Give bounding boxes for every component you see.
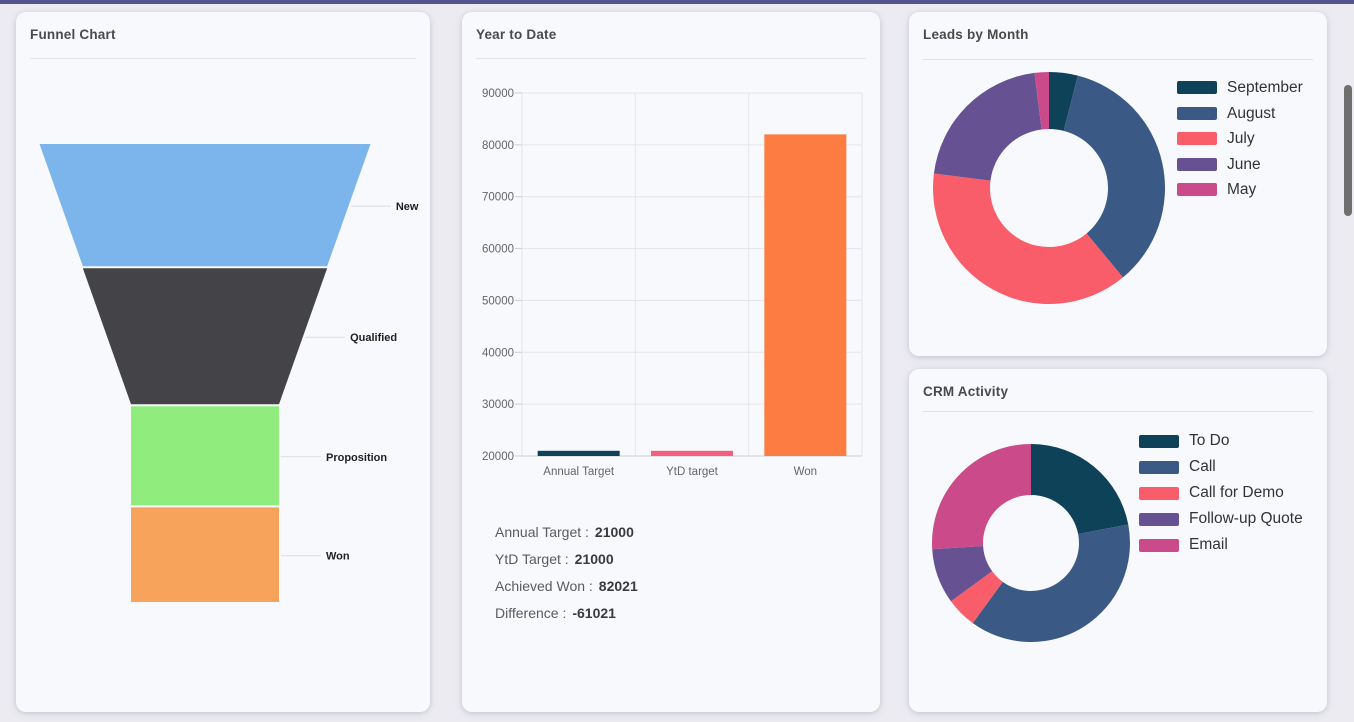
ytd-bar-chart: 20000 30000 40000 50000 60000 70000 80000 90000… [482, 88, 863, 478]
summary-row-difference: Difference : -61021 [495, 599, 638, 626]
legend-item-to-do[interactable]: To Do [1139, 428, 1303, 454]
legend-swatch [1139, 434, 1179, 448]
funnel-label-new: New [396, 201, 419, 213]
summary-value: 82021 [598, 577, 638, 594]
donut-slice-follow-up-quote[interactable] [932, 546, 993, 602]
legend-label: July [1227, 130, 1255, 147]
crm-activity-card: CRM Activity To Do Call Call for Demo Follo… [909, 369, 1327, 712]
y-axis-tick-label: 20000 [482, 451, 514, 463]
ytd-summary: Annual Target : 21000 YtD Target : 21000… [495, 518, 638, 626]
legend-item-august[interactable]: August [1177, 101, 1303, 127]
crm-legend: To Do Call Call for Demo Follow-up Quote Ema… [1139, 428, 1303, 558]
funnel-label-won: Won [326, 551, 350, 563]
funnel-segment-new[interactable] [39, 144, 371, 267]
legend-label: August [1227, 104, 1276, 122]
legend-item-call[interactable]: Call [1139, 454, 1303, 480]
legend-label: To Do [1189, 432, 1230, 450]
funnel-chart: New Qualified Proposition Won [39, 144, 419, 602]
y-axis-tick-label: 90000 [482, 88, 514, 100]
legend-item-june[interactable]: June [1177, 152, 1303, 178]
legend-swatch [1139, 486, 1179, 500]
funnel-label-proposition: Proposition [326, 452, 387, 464]
x-axis-label-ytd-target: YtD target [666, 466, 719, 478]
legend-label: Email [1189, 536, 1228, 554]
legend-item-email[interactable]: Email [1139, 532, 1303, 558]
bar-annual-target[interactable] [537, 450, 620, 456]
card-title-divider [923, 59, 1313, 60]
summary-row-ytd-target: YtD Target : 21000 [495, 545, 638, 572]
x-axis-label-won: Won [794, 466, 817, 478]
bar-ytd-target[interactable] [651, 450, 733, 456]
x-axis-label-annual-target: Annual Target [543, 466, 615, 478]
legend-swatch [1177, 106, 1217, 120]
y-axis-tick-label: 40000 [482, 347, 514, 359]
donut-slice-june[interactable] [933, 72, 1042, 181]
leads-by-month-card: Leads by Month September August July June Ma… [909, 12, 1327, 356]
card-title-funnel: Funnel Chart [30, 27, 116, 42]
donut-slice-august[interactable] [1063, 75, 1165, 278]
summary-row-achieved-won: Achieved Won : 82021 [495, 572, 638, 599]
donut-slice-call-for-demo[interactable] [950, 571, 1003, 624]
donut-slice-july[interactable] [933, 173, 1123, 304]
card-title-ytd: Year to Date [476, 27, 557, 42]
funnel-segment-qualified[interactable] [82, 268, 328, 405]
legend-swatch [1139, 460, 1179, 474]
card-title-crm: CRM Activity [923, 384, 1009, 399]
donut-slice-to-do[interactable] [1031, 444, 1129, 535]
legend-swatch [1177, 132, 1217, 146]
legend-item-may[interactable]: May [1177, 177, 1303, 203]
donut-slice-call[interactable] [972, 524, 1130, 642]
summary-value: 21000 [594, 523, 634, 540]
leads-legend: September August July June May [1177, 75, 1303, 203]
donut-slice-email[interactable] [932, 444, 1031, 550]
legend-item-september[interactable]: September [1177, 75, 1303, 101]
summary-label: Difference : [495, 604, 567, 621]
summary-value: -61021 [572, 604, 616, 621]
legend-item-july[interactable]: July [1177, 126, 1303, 152]
y-axis-tick-label: 50000 [482, 295, 514, 307]
year-to-date-card: Year to Date 20000 30000 40000 50000 60000 70… [462, 12, 880, 712]
funnel-label-qualified: Qualified [350, 332, 397, 344]
y-axis-tick-label: 30000 [482, 399, 514, 411]
donut-slice-may[interactable] [1034, 72, 1049, 130]
summary-label: Achieved Won : [495, 577, 593, 594]
top-accent-bar [0, 0, 1354, 4]
legend-item-call-for-demo[interactable]: Call for Demo [1139, 480, 1303, 506]
leads-donut-chart [933, 72, 1165, 304]
vertical-scrollbar-thumb[interactable] [1344, 85, 1352, 216]
y-axis-tick-label: 80000 [482, 140, 514, 152]
donut-slice-september[interactable] [1049, 72, 1078, 131]
crm-donut-chart [932, 444, 1130, 642]
card-title-divider [30, 58, 416, 59]
summary-value: 21000 [574, 550, 614, 567]
card-title-leads: Leads by Month [923, 27, 1029, 42]
funnel-chart-card: Funnel Chart New Qualified Proposition Won [16, 12, 430, 712]
card-title-divider [476, 58, 866, 59]
summary-label: Annual Target : [495, 523, 589, 540]
y-axis-tick-label: 70000 [482, 192, 514, 204]
legend-label: Call for Demo [1189, 484, 1284, 502]
summary-label: YtD Target : [495, 550, 569, 567]
funnel-segment-won[interactable] [131, 507, 279, 602]
legend-swatch [1177, 183, 1217, 197]
legend-label: Follow-up Quote [1189, 510, 1303, 528]
y-axis-tick-label: 60000 [482, 244, 514, 256]
legend-swatch [1139, 512, 1179, 526]
legend-label: May [1227, 181, 1257, 198]
bar-won[interactable] [764, 134, 847, 456]
summary-row-annual-target: Annual Target : 21000 [495, 518, 638, 545]
funnel-segment-proposition[interactable] [131, 406, 279, 506]
card-title-divider [923, 411, 1313, 412]
legend-swatch [1177, 157, 1217, 171]
legend-item-follow-up-quote[interactable]: Follow-up Quote [1139, 506, 1303, 532]
legend-swatch [1139, 538, 1179, 552]
legend-label: June [1227, 155, 1261, 173]
legend-label: September [1227, 79, 1303, 96]
legend-swatch [1177, 81, 1217, 95]
legend-label: Call [1189, 458, 1216, 476]
